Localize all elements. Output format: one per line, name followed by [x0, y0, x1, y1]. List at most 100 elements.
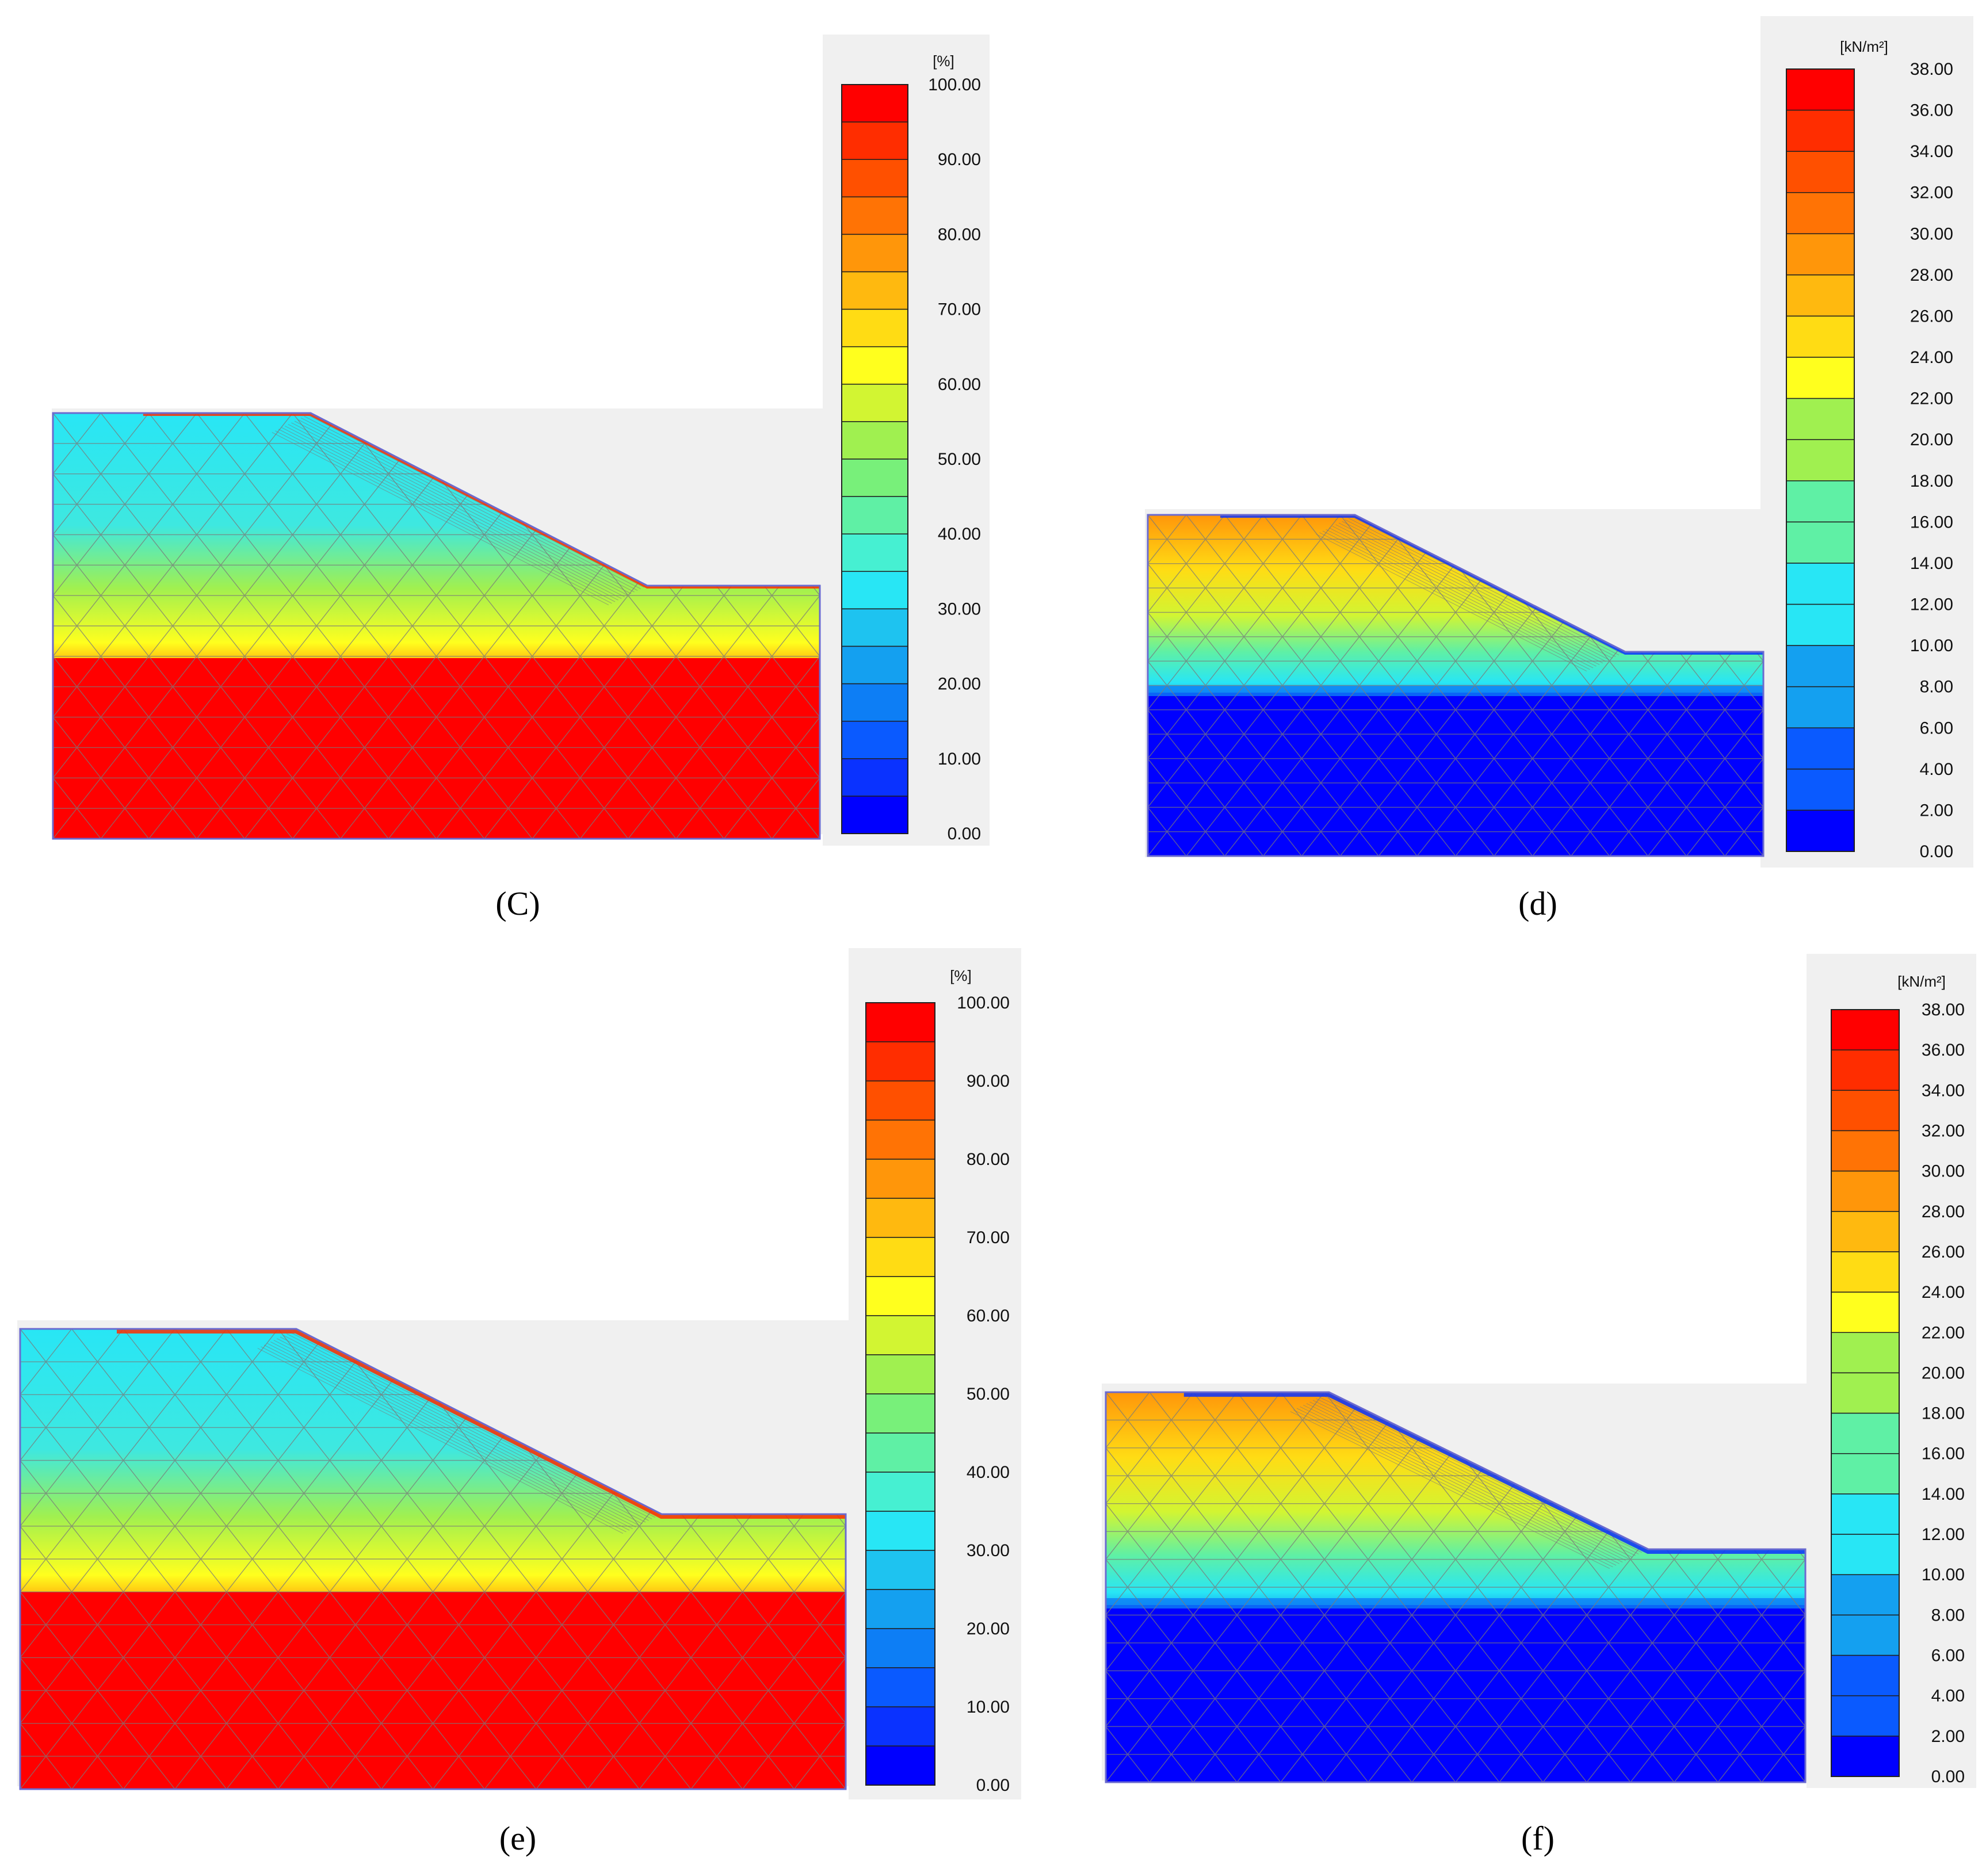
legend-tick-label: 8.00: [1920, 678, 1953, 697]
legend-band: [841, 421, 908, 460]
legend-band: [1831, 1534, 1900, 1575]
color-legend: 100.00 90.00 80.00 70.00 60.00 50.00 40.00 30.0…: [841, 75, 981, 843]
legend-frame: [1831, 1009, 1900, 1777]
legend-tick-label: 36.00: [1910, 101, 1953, 120]
legend-band: [865, 1041, 935, 1082]
surface-layer: [1220, 515, 1763, 655]
legend-tick-label: 0.00: [1931, 1767, 1965, 1786]
legend-tick-label: 100.00: [928, 75, 981, 94]
panel-c: 100.00 90.00 80.00 70.00 60.00 50.00 40.00 30.0…: [52, 35, 990, 922]
legend-tick-label: 20.00: [938, 675, 981, 694]
legend-band: [1786, 398, 1855, 440]
legend-tick-label: 8.00: [1931, 1606, 1965, 1625]
legend-unit-label: [%]: [950, 967, 972, 984]
model-outline: [52, 412, 821, 840]
legend-band: [841, 384, 908, 422]
legend-band: [1786, 109, 1855, 152]
legend-band: [841, 159, 908, 198]
legend-tick-label: 16.00: [1922, 1445, 1965, 1464]
legend-band: [1831, 1251, 1900, 1293]
legend-band: [1831, 1695, 1900, 1737]
legend-band: [841, 758, 908, 797]
legend-band: [1831, 1372, 1900, 1414]
legend-band: [865, 1080, 935, 1121]
legend-band: [865, 1511, 935, 1551]
legend-tick-label: 6.00: [1920, 719, 1953, 738]
legend-band: [865, 1745, 935, 1786]
legend-band: [1786, 727, 1855, 770]
legend-band: [1786, 233, 1855, 276]
model-outline: [1147, 514, 1765, 857]
legend-tick-label: 2.00: [1920, 801, 1953, 820]
legend-band: [841, 84, 908, 123]
legend-band: [1786, 151, 1855, 193]
legend-tick-label: 16.00: [1910, 513, 1953, 532]
legend-tick-label: 80.00: [938, 225, 981, 244]
legend-band: [841, 645, 908, 685]
legend-tick-label: 28.00: [1922, 1202, 1965, 1221]
fe-mesh-refined: [272, 414, 644, 606]
legend-band: [1831, 1655, 1900, 1697]
legend-band: [865, 1589, 935, 1629]
legend-band: [1831, 1412, 1900, 1454]
legend-tick-label: 60.00: [938, 375, 981, 394]
panel-f: 38.00 36.00 34.00 32.00 30.00 28.00 26.00 24.00…: [1102, 954, 1976, 1857]
legend-tick-label: 90.00: [938, 150, 981, 169]
legend-tick-label: 30.00: [967, 1541, 1010, 1560]
legend-band: [1786, 769, 1855, 811]
legend-tick-label: 40.00: [938, 525, 981, 544]
legend-tick-label: 24.00: [1922, 1283, 1965, 1302]
legend-tick-label: 34.00: [1910, 142, 1953, 161]
legend-band: [841, 459, 908, 497]
fe-mesh: [20, 1329, 846, 1789]
legend-tick-label: 28.00: [1910, 266, 1953, 285]
legend-tick-label: 30.00: [938, 599, 981, 618]
legend-band: [1831, 1574, 1900, 1616]
legend-band: [865, 1315, 935, 1355]
legend-band: [865, 1706, 935, 1747]
legend-tick-label: 14.00: [1910, 554, 1953, 573]
legend-unit-label: [kN/m²]: [1840, 38, 1888, 55]
legend-tick-label: 0.00: [976, 1776, 1010, 1795]
legend-tick-label: 32.00: [1910, 184, 1953, 202]
color-legend: 38.00 36.00 34.00 32.00 30.00 28.00 26.00 24.00…: [1786, 60, 1953, 861]
legend-band: [865, 1393, 935, 1434]
legend-band: [865, 1237, 935, 1277]
legend-band: [1786, 521, 1855, 564]
legend-band: [865, 1354, 935, 1394]
legend-tick-label: 10.00: [967, 1698, 1010, 1717]
surface-layer: [143, 413, 820, 589]
color-legend: 38.00 36.00 34.00 32.00 30.00 28.00 26.00 24.00…: [1831, 1000, 1965, 1786]
legend-tick-label: 12.00: [1910, 595, 1953, 614]
legend-frame: [1786, 68, 1855, 852]
legend-band: [865, 1276, 935, 1316]
legend-tick-label: 26.00: [1910, 307, 1953, 326]
legend-tick-label: 0.00: [948, 824, 981, 843]
panel-e: 100.00 90.00 80.00 70.00 60.00 50.00 40.00 30.0…: [17, 948, 1021, 1857]
legend-tick-label: 20.00: [967, 1619, 1010, 1638]
fe-mesh: [1106, 1392, 1805, 1782]
legend-band: [841, 234, 908, 273]
legend-band: [1786, 480, 1855, 523]
legend-band: [841, 271, 908, 310]
legend-band: [841, 496, 908, 534]
legend-tick-label: 18.00: [1922, 1404, 1965, 1423]
legend-band: [1786, 68, 1855, 111]
legend-band: [1786, 603, 1855, 646]
legend-band: [865, 1628, 935, 1668]
panel-caption: (d): [1518, 885, 1557, 922]
legend-tick-label: 40.00: [967, 1463, 1010, 1482]
legend-band: [841, 196, 908, 235]
legend-tick-label: 90.00: [967, 1072, 1010, 1091]
legend-tick-label: 10.00: [1922, 1565, 1965, 1584]
legend-tick-label: 2.00: [1931, 1727, 1965, 1746]
legend-tick-label: 0.00: [1920, 842, 1953, 861]
legend-band: [1831, 1493, 1900, 1535]
legend-band: [841, 571, 908, 610]
color-legend: 100.00 90.00 80.00 70.00 60.00 50.00 40.00 30.0…: [865, 994, 1010, 1795]
panel-caption: (e): [499, 1820, 536, 1857]
legend-band: [1786, 192, 1855, 235]
panel-caption: (C): [495, 885, 540, 922]
legend-tick-label: 70.00: [938, 300, 981, 319]
legend-tick-label: 10.00: [938, 750, 981, 769]
